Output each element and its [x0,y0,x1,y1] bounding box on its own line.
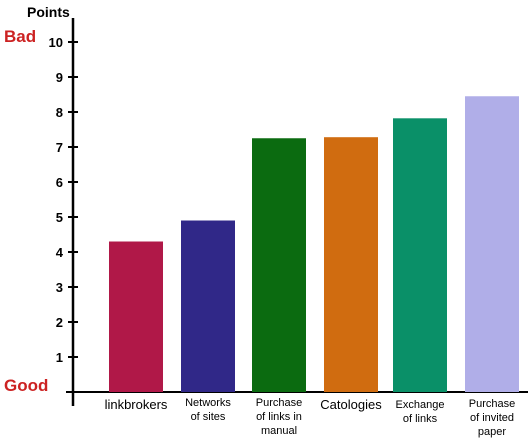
bar-5 [465,96,519,392]
bars-group [109,96,519,393]
category-label-5: Purchase of invited paper [469,398,515,438]
category-label-line: of links in [256,411,302,423]
bar-3 [324,137,378,392]
category-label-line: Purchase [256,397,302,409]
category-label-line: manual [261,425,297,437]
category-label-line: linkbrokers [105,397,168,412]
category-label-2: Purchase of links in manual [256,397,302,437]
category-label-3: Catologies [320,397,382,412]
bar-0 [109,241,163,392]
category-label-line: of invited [470,412,514,424]
category-label-0: linkbrokers [105,397,168,412]
category-label-line: Purchase [469,398,515,410]
category-label-line: of sites [191,411,226,423]
y-tick-label-9: 9 [56,70,63,85]
y-tick-label-10: 10 [49,35,63,50]
bad-label: Bad [4,27,36,46]
y-tick-group: 1 2 3 4 5 6 7 8 9 10 [49,35,78,365]
bar-1 [181,220,235,392]
y-tick-label-8: 8 [56,105,63,120]
bar-4 [393,118,447,393]
y-tick-label-5: 5 [56,210,63,225]
category-label-line: Catologies [320,397,382,412]
y-tick-label-6: 6 [56,175,63,190]
category-label-4: Exchange of links [396,399,445,425]
good-label: Good [4,376,48,395]
y-tick-label-2: 2 [56,315,63,330]
y-tick-label-3: 3 [56,280,63,295]
category-label-line: of links [403,413,438,425]
y-axis-title: Points [27,4,70,20]
y-tick-label-7: 7 [56,140,63,155]
category-label-line: Exchange [396,399,445,411]
y-tick-label-4: 4 [56,245,64,260]
bar-2 [252,138,306,392]
category-label-line: paper [478,426,506,438]
category-label-1: Networks of sites [185,397,231,423]
y-tick-label-1: 1 [56,350,63,365]
category-label-line: Networks [185,397,231,409]
category-labels-group: linkbrokers Networks of sites Purchase of li… [105,397,516,438]
